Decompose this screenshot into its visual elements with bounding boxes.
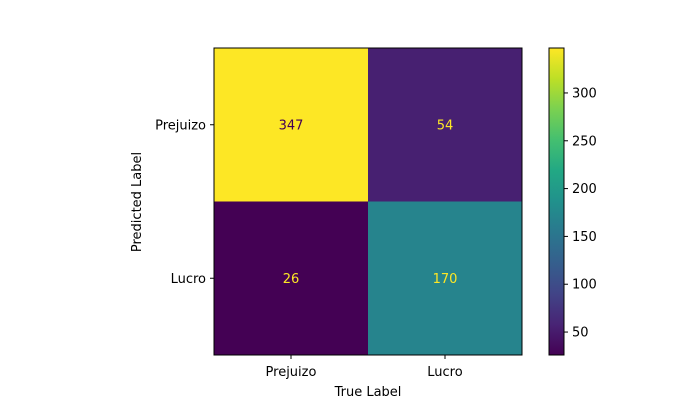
plot-frame: [213, 47, 523, 356]
x-tick-label: Lucro: [427, 365, 462, 380]
y-axis-label: Predicted Label: [130, 152, 145, 252]
y-tick-label: Lucro: [171, 272, 206, 287]
colorbar-tick-label: 250: [572, 134, 597, 149]
colorbar-tick-label: 200: [572, 182, 597, 197]
cell-value-label: 26: [283, 272, 300, 287]
heatmap-cells: [214, 48, 523, 356]
colorbar-tick-label: 100: [572, 278, 597, 293]
cell-value-label: 170: [433, 272, 458, 287]
colorbar-tick-label: 150: [572, 230, 597, 245]
cell-value-label: 54: [437, 118, 454, 133]
colorbar-tick-label: 300: [572, 86, 597, 101]
colorbar-tick-label: 50: [572, 326, 589, 341]
y-axis-ticks: Prejuizo Lucro: [155, 118, 214, 287]
x-axis-label: True Label: [334, 385, 402, 400]
heatmap-cell: [368, 48, 523, 202]
x-tick-label: Prejuizo: [266, 365, 317, 380]
colorbar: [548, 47, 565, 356]
y-tick-label: Prejuizo: [155, 118, 206, 133]
heatmap-cell: [214, 48, 369, 202]
colorbar-ticks: 50 100 150 200 250 300: [564, 86, 597, 341]
heatmap-cell: [368, 201, 523, 356]
heatmap-cell-values: 347 54 26 170: [279, 118, 458, 287]
x-axis-ticks: Prejuizo Lucro: [266, 355, 463, 380]
heatmap-cell: [214, 201, 369, 356]
cell-value-label: 347: [279, 118, 304, 133]
